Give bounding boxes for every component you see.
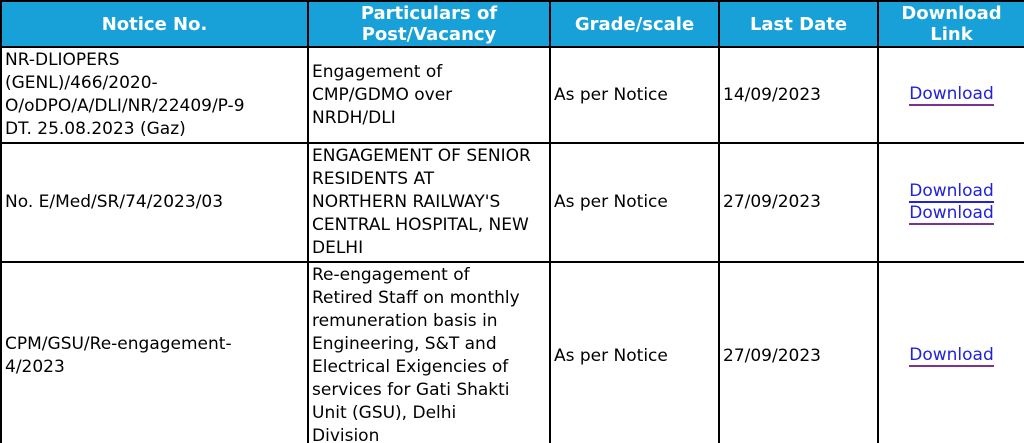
cell-grade-scale: As per Notice [549, 46, 720, 144]
download-link[interactable]: Download [909, 84, 994, 106]
col-header-notice-no: Notice No. [0, 0, 309, 48]
download-link[interactable]: Download [909, 180, 994, 203]
col-header-download-link: Download Link [877, 0, 1024, 48]
table-header-row: Notice No. Particulars of Post/Vacancy G… [0, 0, 1024, 48]
cell-download-link: Download [877, 46, 1024, 144]
download-link-group: Download [880, 84, 1023, 106]
cell-notice-no: No. E/Med/SR/74/2023/03 [0, 142, 309, 263]
cell-download-link: Download Download [877, 142, 1024, 263]
cell-particulars: Re-engagement of Retired Staff on monthl… [307, 261, 551, 443]
cell-notice-no: NR-DLIOPERS (GENL)/466/2020- O/oDPO/A/DL… [0, 46, 309, 144]
cell-last-date: 27/09/2023 [718, 261, 879, 443]
col-header-grade-scale: Grade/scale [549, 0, 720, 48]
cell-particulars: ENGAGEMENT OF SENIOR RESIDENTS AT NORTHE… [307, 142, 551, 263]
table-row: No. E/Med/SR/74/2023/03 ENGAGEMENT OF SE… [0, 142, 1024, 263]
cell-grade-scale: As per Notice [549, 142, 720, 263]
cell-last-date: 27/09/2023 [718, 142, 879, 263]
download-link[interactable]: Download [909, 202, 994, 225]
col-header-last-date: Last Date [718, 0, 879, 48]
cell-download-link: Download [877, 261, 1024, 443]
download-link-group: Download Download [880, 180, 1023, 225]
cell-grade-scale: As per Notice [549, 261, 720, 443]
cell-particulars: Engagement of CMP/GDMO over NRDH/DLI [307, 46, 551, 144]
table-row: NR-DLIOPERS (GENL)/466/2020- O/oDPO/A/DL… [0, 46, 1024, 144]
cell-last-date: 14/09/2023 [718, 46, 879, 144]
download-link[interactable]: Download [909, 345, 994, 367]
cell-notice-no: CPM/GSU/Re-engagement- 4/2023 [0, 261, 309, 443]
table-row: CPM/GSU/Re-engagement- 4/2023 Re-engagem… [0, 261, 1024, 443]
download-link-group: Download [880, 345, 1023, 367]
col-header-particulars: Particulars of Post/Vacancy [307, 0, 551, 48]
